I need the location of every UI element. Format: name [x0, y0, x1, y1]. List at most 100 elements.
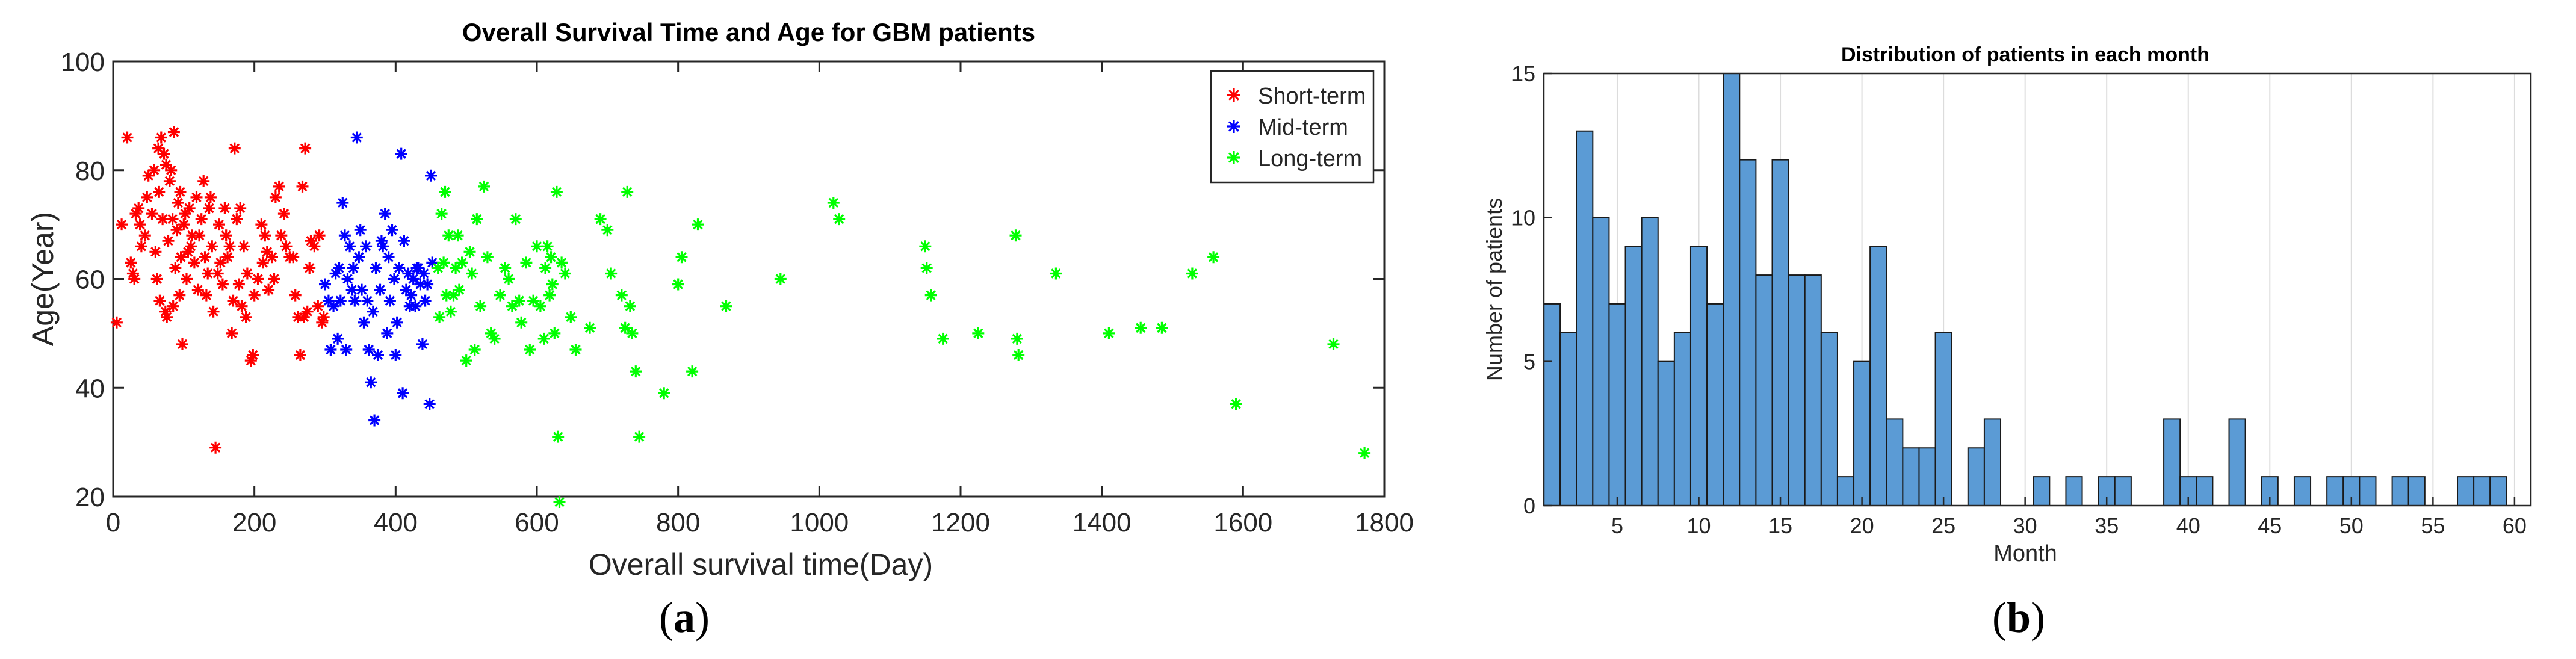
histogram-bar — [1983, 418, 2002, 507]
scatter-point-long-term — [438, 256, 450, 269]
histogram-bar — [1902, 447, 1920, 506]
histogram-bar — [1706, 303, 1724, 506]
scatter-point-mid-term — [356, 283, 368, 296]
histogram-bar — [1820, 332, 1838, 506]
scatter-point-long-term — [485, 327, 497, 339]
scatter-point-long-term — [565, 311, 577, 323]
scatter-point-short-term — [259, 229, 271, 242]
scatter-point-mid-term — [348, 294, 361, 307]
scatter-point-long-term — [594, 213, 607, 226]
scatter-chart: Overall Survival Time and Age for GBM pa… — [26, 18, 1414, 581]
scatter-point-long-term — [541, 240, 554, 253]
scatter-point-short-term — [153, 185, 166, 198]
scatter-x-axis-label: Overall survival time(Day) — [589, 548, 933, 581]
scatter-point-short-term — [213, 218, 225, 231]
scatter-point-short-term — [240, 311, 252, 323]
histogram-bar — [1592, 217, 1610, 506]
scatter-point-short-term — [297, 311, 310, 323]
scatter-point-short-term — [179, 208, 191, 220]
scatter-point-long-term — [556, 256, 568, 269]
scatter-point-short-term — [121, 131, 134, 144]
scatter-point-long-term — [1207, 251, 1220, 264]
scatter-point-short-term — [126, 267, 139, 280]
histogram-bar — [2293, 476, 2312, 507]
scatter-point-mid-term — [375, 235, 388, 247]
scatter-point-mid-term — [336, 197, 349, 209]
scatter-point-short-term — [218, 202, 231, 214]
scatter-point-short-term — [220, 229, 232, 242]
scatter-point-long-term — [468, 344, 481, 356]
scatter-point-mid-term — [372, 349, 384, 361]
scatter-x-tick-label: 1800 — [1355, 508, 1414, 537]
scatter-point-short-term — [280, 240, 293, 253]
scatter-point-short-term — [193, 229, 206, 242]
scatter-point-long-term — [440, 289, 453, 302]
scatter-point-mid-term — [327, 300, 340, 312]
scatter-point-short-term — [129, 208, 142, 220]
scatter-point-short-term — [182, 246, 194, 258]
scatter-point-long-term — [488, 332, 501, 345]
scatter-point-short-term — [149, 246, 162, 258]
scatter-point-mid-term — [402, 267, 415, 280]
histogram-bar — [1641, 217, 1659, 506]
histogram-bar — [1673, 332, 1691, 506]
scatter-point-short-term — [176, 338, 188, 350]
scatter-point-long-term — [619, 321, 631, 334]
scatter-point-long-term — [686, 365, 699, 378]
scatter-point-short-term — [197, 175, 210, 187]
scatter-point-long-term — [833, 213, 846, 226]
scatter-point-mid-term — [395, 147, 407, 160]
scatter-point-long-term — [621, 185, 634, 198]
scatter-point-short-term — [165, 164, 178, 176]
legend-label-long-term: Long-term — [1258, 146, 1362, 172]
histogram-bar — [2391, 476, 2409, 507]
histogram-bar — [1755, 274, 1773, 506]
scatter-point-short-term — [231, 213, 243, 226]
histogram-x-tick-label: 55 — [2421, 513, 2445, 538]
histogram-x-tick-label: 40 — [2176, 513, 2200, 538]
scatter-point-long-term — [537, 332, 550, 345]
scatter-point-mid-term — [382, 251, 395, 264]
scatter-y-axis-label: Age(Year) — [26, 212, 60, 346]
scatter-point-short-term — [191, 283, 204, 296]
scatter-point-long-term — [509, 213, 522, 226]
scatter-point-long-term — [534, 300, 546, 312]
scatter-point-short-term — [170, 224, 183, 237]
scatter-point-long-term — [630, 365, 642, 378]
histogram-bar — [1804, 274, 1822, 506]
scatter-point-mid-term — [381, 327, 394, 339]
histogram-x-tick-label: 10 — [1686, 513, 1711, 538]
scatter-point-mid-term — [393, 262, 406, 274]
scatter-point-short-term — [163, 175, 176, 187]
scatter-point-mid-term — [340, 344, 353, 356]
scatter-point-mid-term — [388, 273, 400, 285]
histogram-bar — [1771, 159, 1789, 507]
histogram-bar — [1576, 130, 1594, 506]
scatter-point-short-term — [238, 240, 250, 253]
scatter-point-short-term — [150, 273, 163, 285]
scatter-point-long-term — [451, 229, 464, 242]
scatter-point-short-term — [207, 305, 220, 318]
scatter-point-short-term — [146, 208, 158, 220]
scatter-point-long-term — [1135, 321, 1147, 334]
scatter-point-short-term — [135, 240, 147, 253]
scatter-point-long-term — [827, 197, 840, 209]
scatter-point-short-term — [132, 202, 145, 214]
scatter-y-tick-label: 60 — [75, 265, 105, 295]
scatter-point-short-term — [155, 131, 167, 144]
histogram-y-tick-label: 10 — [1511, 205, 1535, 230]
scatter-point-long-term — [1103, 327, 1115, 339]
scatter-point-short-term — [209, 441, 222, 454]
histogram-y-tick-label: 5 — [1523, 350, 1535, 374]
scatter-point-short-term — [317, 311, 330, 323]
scatter-point-long-term — [432, 262, 444, 274]
scatter-point-long-term — [624, 300, 636, 312]
scatter-point-short-term — [159, 305, 172, 318]
histogram-x-tick-label: 35 — [2095, 513, 2119, 538]
scatter-point-short-term — [156, 213, 169, 226]
scatter-point-short-term — [262, 283, 275, 296]
scatter-point-short-term — [223, 240, 236, 253]
scatter-point-long-term — [548, 327, 561, 339]
scatter-point-long-term — [919, 240, 932, 253]
scatter-point-short-term — [178, 218, 190, 231]
